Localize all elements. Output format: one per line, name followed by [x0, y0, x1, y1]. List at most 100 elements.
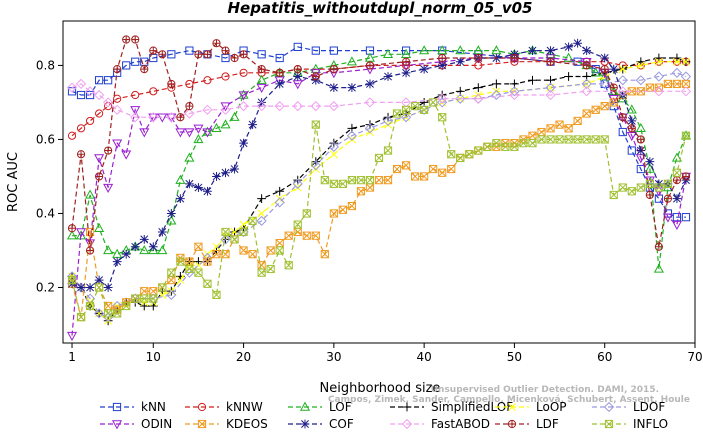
data-point-inflo	[239, 227, 248, 237]
data-point-ldof	[382, 115, 394, 127]
data-point-inflo	[483, 142, 492, 151]
data-point-inflo	[447, 150, 456, 159]
data-point-cof	[600, 53, 610, 63]
data-point-ldof	[328, 141, 339, 152]
data-point-kdeos	[546, 124, 555, 133]
data-point-cof	[573, 38, 583, 48]
data-point-inflo	[537, 135, 546, 144]
series-line-ldof	[71, 72, 687, 318]
data-point-odin	[175, 128, 186, 138]
data-point-kdeos	[609, 98, 618, 107]
data-point-ldof	[491, 89, 502, 101]
data-point-odin	[662, 213, 673, 223]
data-point-inflo	[95, 283, 104, 292]
data-point-knn	[618, 127, 627, 137]
data-point-cof	[157, 227, 167, 237]
y-tick-label: 0.6	[36, 132, 55, 146]
legend-marker-knn	[112, 402, 122, 412]
data-point-kdeos	[320, 250, 329, 259]
data-point-inflo	[176, 257, 185, 266]
data-point-inflo	[365, 176, 375, 185]
data-point-lof	[229, 111, 240, 121]
data-point-fastabod	[364, 97, 376, 108]
series-cof	[67, 38, 691, 292]
data-point-inflo	[266, 264, 275, 274]
legend-item-fastabod: FastABOD	[390, 417, 490, 431]
data-point-ldof	[400, 112, 412, 123]
data-point-knn	[167, 50, 176, 59]
data-point-fastabod	[220, 104, 231, 115]
data-point-inflo	[618, 183, 627, 192]
data-point-loop	[636, 61, 645, 70]
series-simplifiedlof	[67, 53, 691, 326]
data-point-knnw	[95, 109, 104, 118]
data-point-inflo	[429, 98, 438, 107]
data-point-ldof	[310, 160, 321, 171]
legend-marker-inflo	[604, 419, 614, 429]
data-point-lof	[157, 245, 168, 255]
data-point-ldof	[148, 293, 159, 304]
data-point-inflo	[401, 105, 411, 114]
series-line-inflo	[71, 101, 687, 319]
data-point-lof	[166, 215, 177, 225]
data-point-kdeos	[555, 120, 564, 129]
series-line-cof	[71, 42, 687, 289]
data-point-inflo	[104, 309, 113, 318]
legend-label: LDOF	[633, 400, 665, 414]
data-point-lof	[644, 163, 655, 173]
x-tick-label: 10	[146, 350, 161, 364]
series-line-loop	[71, 61, 686, 322]
legend-marker-loop	[508, 403, 516, 411]
data-point-lof	[103, 245, 114, 255]
data-point-fastabod	[581, 86, 592, 97]
data-point-cof	[94, 275, 104, 285]
series-kdeos	[67, 79, 691, 322]
data-point-cof	[248, 120, 257, 130]
legend-label: ODIN	[141, 417, 172, 431]
data-point-knn	[76, 90, 86, 100]
data-point-cof	[365, 79, 375, 89]
data-point-inflo	[347, 176, 357, 185]
data-point-ldof	[238, 226, 249, 238]
data-point-odin	[671, 220, 682, 230]
data-point-inflo	[311, 120, 320, 129]
data-point-inflo	[320, 176, 329, 185]
data-point-loop	[654, 57, 663, 66]
data-point-fastabod	[202, 104, 213, 115]
data-point-cof	[419, 64, 429, 74]
data-point-inflo	[113, 309, 122, 318]
data-point-ldof	[437, 97, 448, 108]
data-point-cof	[175, 194, 185, 204]
data-point-lof	[590, 67, 601, 77]
data-point-inflo	[293, 220, 302, 229]
data-point-cof	[329, 83, 339, 93]
data-point-knnw	[203, 76, 212, 85]
data-point-simplifiedlof	[275, 186, 285, 196]
data-point-inflo	[501, 142, 510, 151]
data-point-fastabod	[112, 104, 123, 115]
data-point-inflo	[149, 294, 158, 303]
series-line-lof	[72, 49, 687, 270]
data-point-lof	[220, 119, 231, 129]
data-point-odin	[157, 113, 168, 123]
data-point-cof	[221, 168, 230, 178]
data-point-inflo	[329, 179, 338, 188]
data-point-kdeos	[329, 209, 338, 218]
data-point-simplifiedlof	[257, 194, 267, 204]
data-point-inflo	[465, 150, 474, 159]
x-axis: 1 10 20 30 40 50 60 70	[68, 343, 703, 364]
data-point-kdeos	[194, 242, 203, 251]
data-point-fastabod	[274, 101, 285, 112]
data-point-inflo	[555, 135, 564, 144]
data-point-cof	[166, 209, 176, 218]
data-point-kdeos	[374, 176, 384, 185]
plot-area	[66, 35, 692, 342]
data-point-fastabod	[84, 86, 96, 97]
data-point-simplifiedlof	[528, 75, 537, 85]
data-point-inflo	[591, 135, 600, 144]
data-point-kdeos	[356, 187, 366, 196]
data-point-cof	[455, 57, 465, 67]
data-point-inflo	[672, 168, 682, 177]
x-tick-label: 60	[597, 350, 612, 364]
